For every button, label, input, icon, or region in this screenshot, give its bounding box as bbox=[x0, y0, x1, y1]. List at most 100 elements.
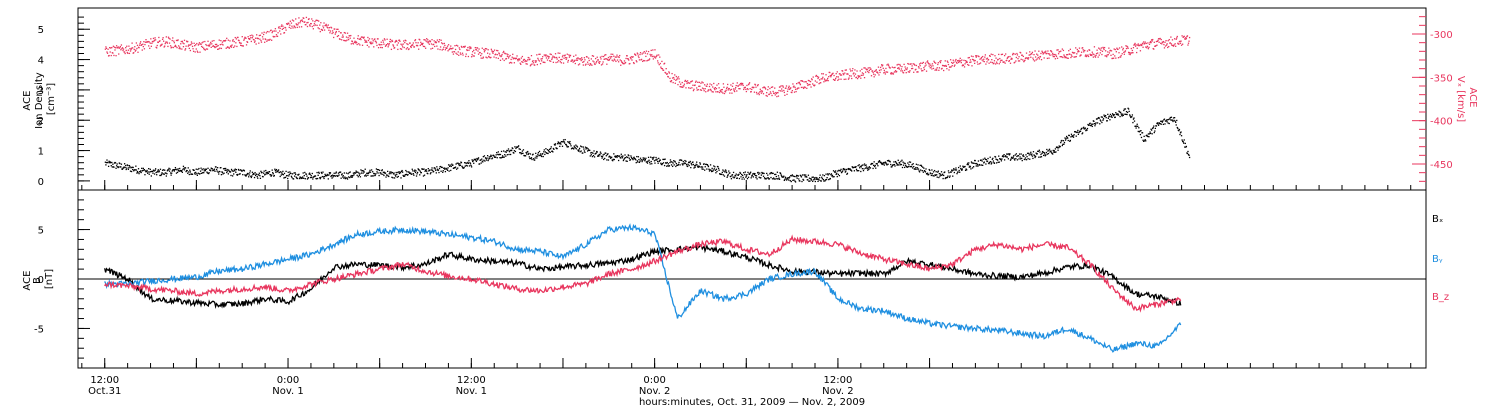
data-point bbox=[318, 171, 320, 173]
data-point bbox=[752, 173, 754, 175]
data-point bbox=[636, 61, 638, 63]
data-point bbox=[496, 157, 498, 159]
data-point bbox=[119, 47, 121, 49]
data-point bbox=[431, 169, 434, 171]
data-point bbox=[775, 91, 777, 94]
data-point bbox=[649, 163, 651, 165]
data-point bbox=[354, 40, 356, 42]
data-point bbox=[697, 81, 699, 83]
series-trace bbox=[104, 243, 1182, 309]
data-point bbox=[870, 68, 872, 70]
data-point bbox=[930, 172, 932, 175]
data-point bbox=[592, 154, 595, 157]
data-point bbox=[387, 170, 389, 173]
data-point bbox=[473, 55, 475, 57]
data-point bbox=[724, 169, 727, 171]
data-point bbox=[355, 41, 357, 43]
data-point bbox=[836, 175, 838, 178]
data-point bbox=[376, 44, 378, 47]
data-point bbox=[750, 91, 752, 93]
data-point bbox=[171, 39, 173, 42]
data-point bbox=[839, 73, 841, 75]
data-point bbox=[585, 63, 587, 65]
data-point bbox=[1105, 116, 1107, 119]
data-point bbox=[747, 88, 749, 91]
data-point bbox=[696, 161, 698, 163]
data-point bbox=[604, 157, 606, 160]
data-point bbox=[657, 62, 659, 64]
data-point bbox=[286, 174, 288, 177]
data-point bbox=[238, 39, 240, 42]
data-point bbox=[583, 57, 586, 59]
data-point bbox=[1132, 52, 1134, 54]
data-point bbox=[298, 177, 301, 180]
data-point bbox=[235, 168, 238, 171]
data-point bbox=[458, 164, 460, 167]
data-point bbox=[685, 160, 687, 162]
data-point bbox=[382, 171, 385, 173]
data-point bbox=[417, 42, 419, 44]
data-point bbox=[156, 44, 158, 47]
data-point bbox=[176, 171, 179, 173]
data-point bbox=[536, 63, 539, 66]
data-point bbox=[865, 164, 867, 166]
data-point bbox=[904, 66, 906, 68]
data-point bbox=[1066, 57, 1068, 59]
data-point bbox=[412, 44, 414, 46]
data-point bbox=[851, 70, 853, 72]
data-point bbox=[1114, 116, 1116, 118]
data-point bbox=[1117, 57, 1120, 59]
data-point bbox=[1167, 40, 1169, 42]
data-point bbox=[262, 172, 265, 174]
data-point bbox=[1072, 135, 1074, 137]
data-point bbox=[636, 52, 638, 54]
data-point bbox=[812, 176, 814, 178]
data-point bbox=[795, 175, 797, 178]
data-point bbox=[941, 173, 944, 175]
data-point bbox=[616, 156, 618, 159]
data-point bbox=[235, 42, 237, 44]
data-point bbox=[1080, 54, 1082, 56]
data-point bbox=[217, 44, 219, 47]
data-point bbox=[552, 61, 555, 63]
data-point bbox=[1175, 124, 1177, 126]
data-point bbox=[1178, 128, 1181, 131]
data-point bbox=[504, 151, 506, 153]
data-point bbox=[253, 173, 255, 175]
data-point bbox=[1146, 45, 1149, 47]
data-point bbox=[333, 36, 335, 39]
data-point bbox=[1108, 116, 1110, 118]
data-point bbox=[365, 174, 367, 176]
data-point bbox=[1041, 50, 1043, 52]
data-point bbox=[518, 148, 520, 150]
data-point bbox=[1126, 46, 1129, 48]
data-point bbox=[209, 43, 211, 45]
data-point bbox=[1067, 57, 1069, 59]
data-point bbox=[1149, 131, 1151, 133]
data-point bbox=[574, 62, 576, 65]
data-point bbox=[671, 161, 673, 163]
data-point bbox=[937, 63, 939, 66]
data-point bbox=[514, 150, 517, 153]
data-point bbox=[372, 171, 374, 173]
data-point bbox=[641, 160, 643, 163]
data-point bbox=[683, 162, 686, 164]
data-point bbox=[233, 169, 235, 171]
data-point bbox=[685, 80, 688, 83]
data-point bbox=[311, 172, 313, 175]
data-point bbox=[503, 59, 505, 62]
data-point bbox=[720, 89, 722, 91]
data-point bbox=[796, 88, 798, 90]
data-point bbox=[1059, 145, 1061, 148]
data-point bbox=[728, 170, 730, 172]
data-point bbox=[816, 75, 819, 78]
data-point bbox=[936, 67, 938, 69]
data-point bbox=[802, 87, 805, 90]
data-point bbox=[428, 43, 431, 45]
data-point bbox=[1042, 53, 1044, 55]
data-point bbox=[1067, 139, 1069, 142]
data-point bbox=[1041, 51, 1044, 53]
data-point bbox=[323, 29, 326, 31]
data-point bbox=[538, 150, 541, 153]
data-point bbox=[497, 57, 499, 60]
